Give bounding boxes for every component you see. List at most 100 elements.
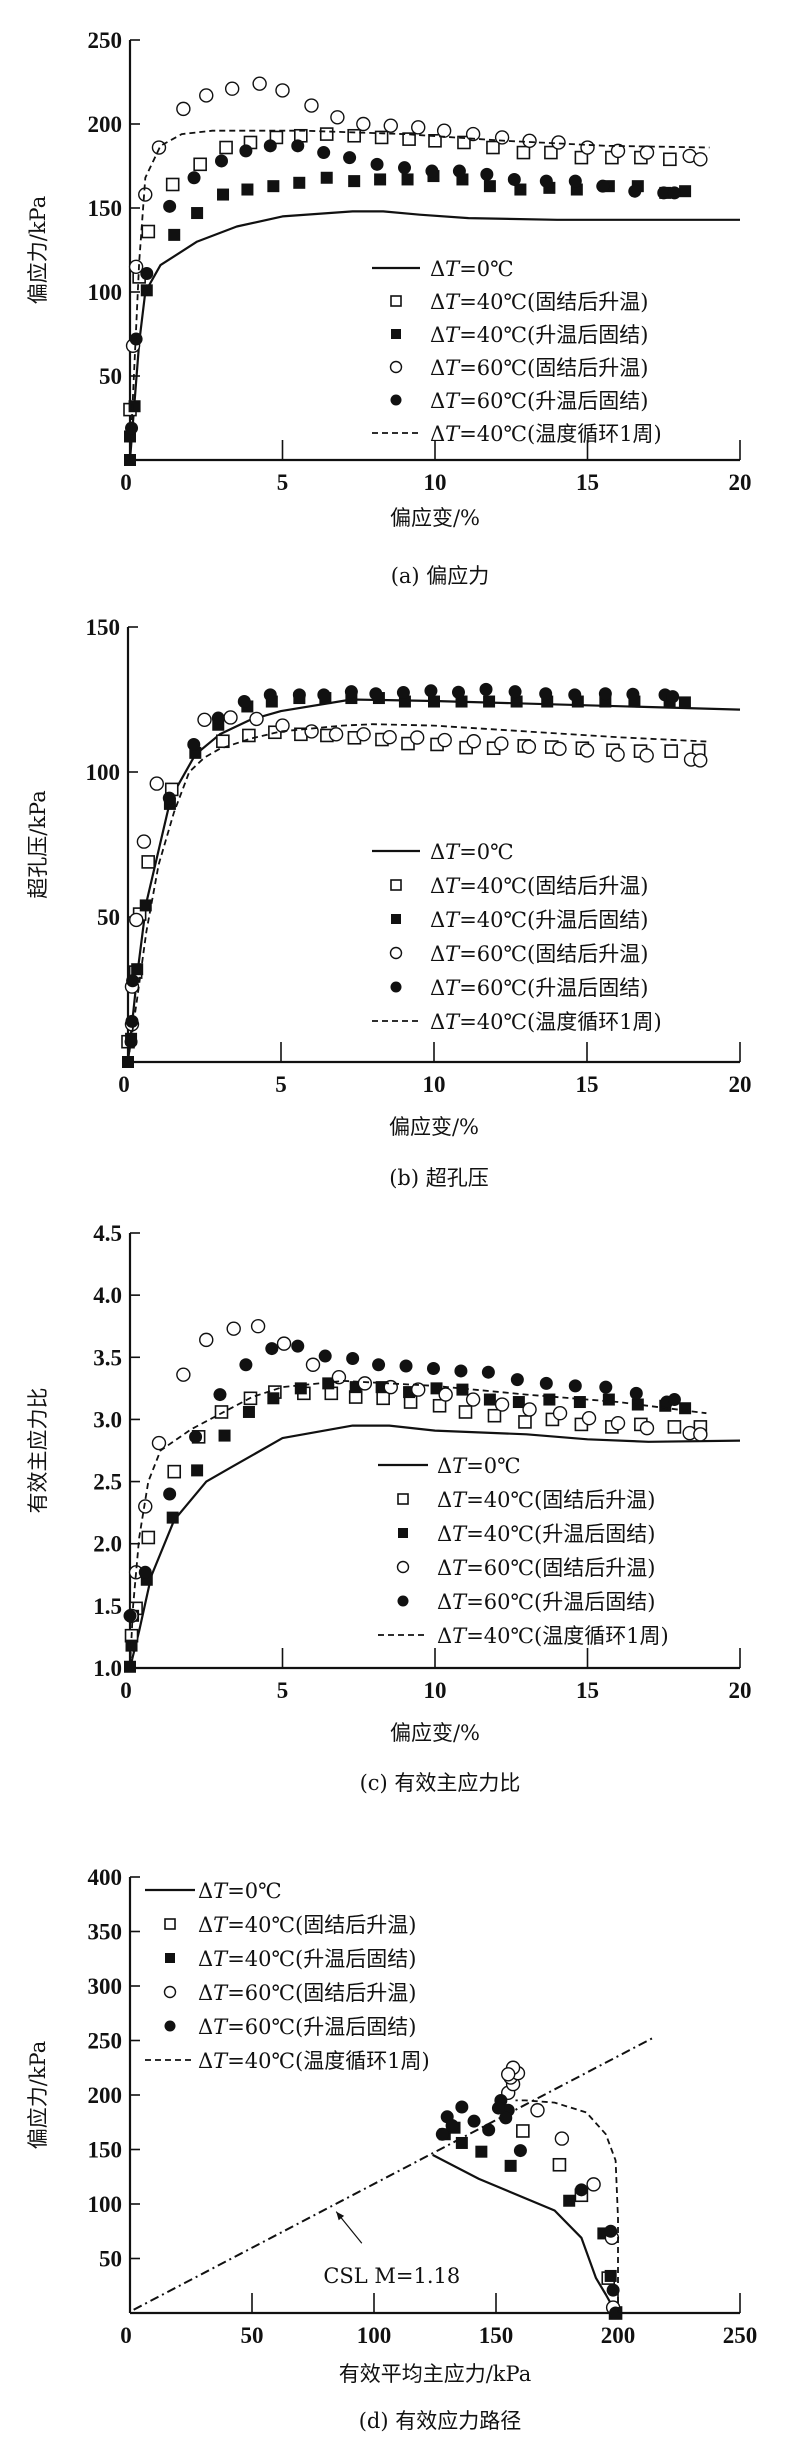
x-axis-label: 偏应变/%: [389, 1115, 479, 1139]
x-tick-label: 10: [424, 1678, 447, 1703]
legend-label-var: T: [445, 356, 461, 380]
legend-marker-open-circle: [163, 1985, 177, 1999]
data-point: [467, 2114, 481, 2128]
legend-label-delta: Δ: [430, 257, 445, 281]
legend-label-rest: =0℃: [227, 1879, 281, 1903]
data-point: [275, 83, 290, 98]
x-tick-label: 150: [479, 2323, 514, 2348]
data-point: [348, 175, 361, 188]
legend-marker-filled-circle: [397, 1595, 409, 1607]
data-point: [610, 1415, 626, 1431]
data-point: [579, 743, 595, 758]
y-tick-label: 300: [88, 1974, 123, 1999]
series-filled-circle: [435, 2093, 623, 2320]
data-point: [241, 183, 254, 196]
data-point: [291, 1339, 305, 1353]
legend-label: ΔT=40℃(升温后固结): [430, 908, 648, 932]
legend-label: ΔT=40℃(升温后固结): [198, 1947, 416, 1971]
data-point: [138, 1499, 153, 1514]
x-tick-label: 20: [729, 1678, 752, 1703]
data-point: [411, 1382, 426, 1397]
y-tick-label: 100: [88, 280, 123, 305]
data-point: [507, 172, 521, 186]
legend-label-var: T: [445, 874, 461, 898]
legend-label: ΔT=40℃(固结后升温): [430, 874, 648, 898]
y-tick-label: 200: [88, 2083, 123, 2108]
csl-annotation: CSL M=1.18: [323, 2264, 460, 2288]
legend-label-delta: Δ: [430, 389, 445, 413]
legend-label-rest: =60℃(固结后升温): [459, 942, 648, 966]
legend-label-var: T: [445, 389, 461, 413]
legend-entry: ΔT=40℃(固结后升温): [164, 1913, 416, 1937]
data-point: [518, 1415, 532, 1429]
data-point: [217, 188, 230, 201]
legend-entry: ΔT=0℃: [378, 1454, 521, 1478]
legend-label-rest: =60℃(升温后固结): [459, 389, 648, 413]
legend-label-delta: Δ: [198, 2049, 213, 2073]
data-point: [304, 724, 319, 739]
data-point: [679, 185, 692, 198]
data-point: [544, 145, 558, 160]
x-tick-label: 200: [601, 2323, 636, 2348]
series-line: [515, 2099, 619, 2313]
data-point: [438, 1387, 453, 1402]
legend-marker-filled-circle: [390, 394, 402, 406]
data-point: [317, 146, 331, 160]
data-point: [319, 127, 334, 141]
panel-caption: (b) 超孔压: [389, 1166, 489, 1190]
data-point: [678, 696, 691, 709]
data-point: [211, 711, 225, 725]
panel-caption: (a) 偏应力: [391, 564, 490, 588]
data-point: [435, 2127, 449, 2141]
data-point: [514, 183, 527, 196]
csl-line: [133, 2037, 653, 2311]
legend-marker-filled-circle: [390, 981, 402, 993]
data-point: [574, 2183, 588, 2197]
data-point: [610, 747, 625, 762]
y-tick-label: 350: [88, 1920, 123, 1945]
legend-label-delta: Δ: [430, 942, 445, 966]
data-point: [163, 1487, 177, 1501]
data-point: [357, 1376, 373, 1391]
legend-marker-filled-square: [391, 329, 401, 339]
data-point: [191, 1464, 204, 1477]
legend-label: ΔT=60℃(升温后固结): [198, 2015, 416, 2039]
chart-panel-c: 0 5 10 15 20 1.0 1.5 2.0 2.5 3.0 3.5 4.0 4.5 偏应变/% 有效主…: [26, 1221, 752, 1795]
legend-entry: ΔT=40℃(升温后固结): [391, 908, 648, 932]
data-point: [436, 123, 452, 138]
series-dashed: [515, 2099, 619, 2313]
y-tick-label: 1.5: [93, 1594, 122, 1619]
data-point: [663, 152, 677, 167]
data-point: [370, 157, 384, 171]
y-tick-label: 100: [88, 2192, 123, 2217]
legend-entry: ΔT=60℃(升温后固结): [397, 1590, 655, 1614]
legend-label-delta: Δ: [430, 840, 445, 864]
x-tick-label: 0: [120, 2323, 132, 2348]
legend-label-delta: Δ: [430, 422, 445, 446]
legend-marker-open-square: [390, 295, 402, 307]
data-point: [539, 687, 553, 701]
data-point: [510, 695, 523, 708]
series-solid: [128, 1424, 741, 1669]
data-point: [552, 2157, 567, 2172]
data-point: [356, 116, 371, 132]
x-axis-label: 偏应变/%: [390, 1721, 480, 1745]
legend-label: ΔT=60℃(固结后升温): [437, 1556, 655, 1580]
data-point: [141, 855, 155, 869]
y-tick-label: 2.5: [93, 1470, 122, 1495]
legend-entry: ΔT=40℃(固结后升温): [390, 874, 648, 898]
y-tick-label: 4.5: [93, 1221, 122, 1246]
legend-label-delta: Δ: [437, 1624, 452, 1648]
data-point: [356, 727, 371, 742]
legend-label: ΔT=40℃(固结后升温): [430, 290, 648, 314]
data-point: [317, 688, 331, 702]
data-point: [604, 2269, 617, 2282]
data-point: [451, 685, 465, 699]
legend-label-rest: =0℃: [459, 257, 513, 281]
legend-label-rest: =40℃(温度循环1周): [227, 2049, 430, 2073]
data-point: [216, 734, 230, 749]
series-filled-circle: [125, 139, 681, 435]
y-tick-label: 3.5: [93, 1345, 122, 1370]
data-point: [664, 744, 678, 758]
